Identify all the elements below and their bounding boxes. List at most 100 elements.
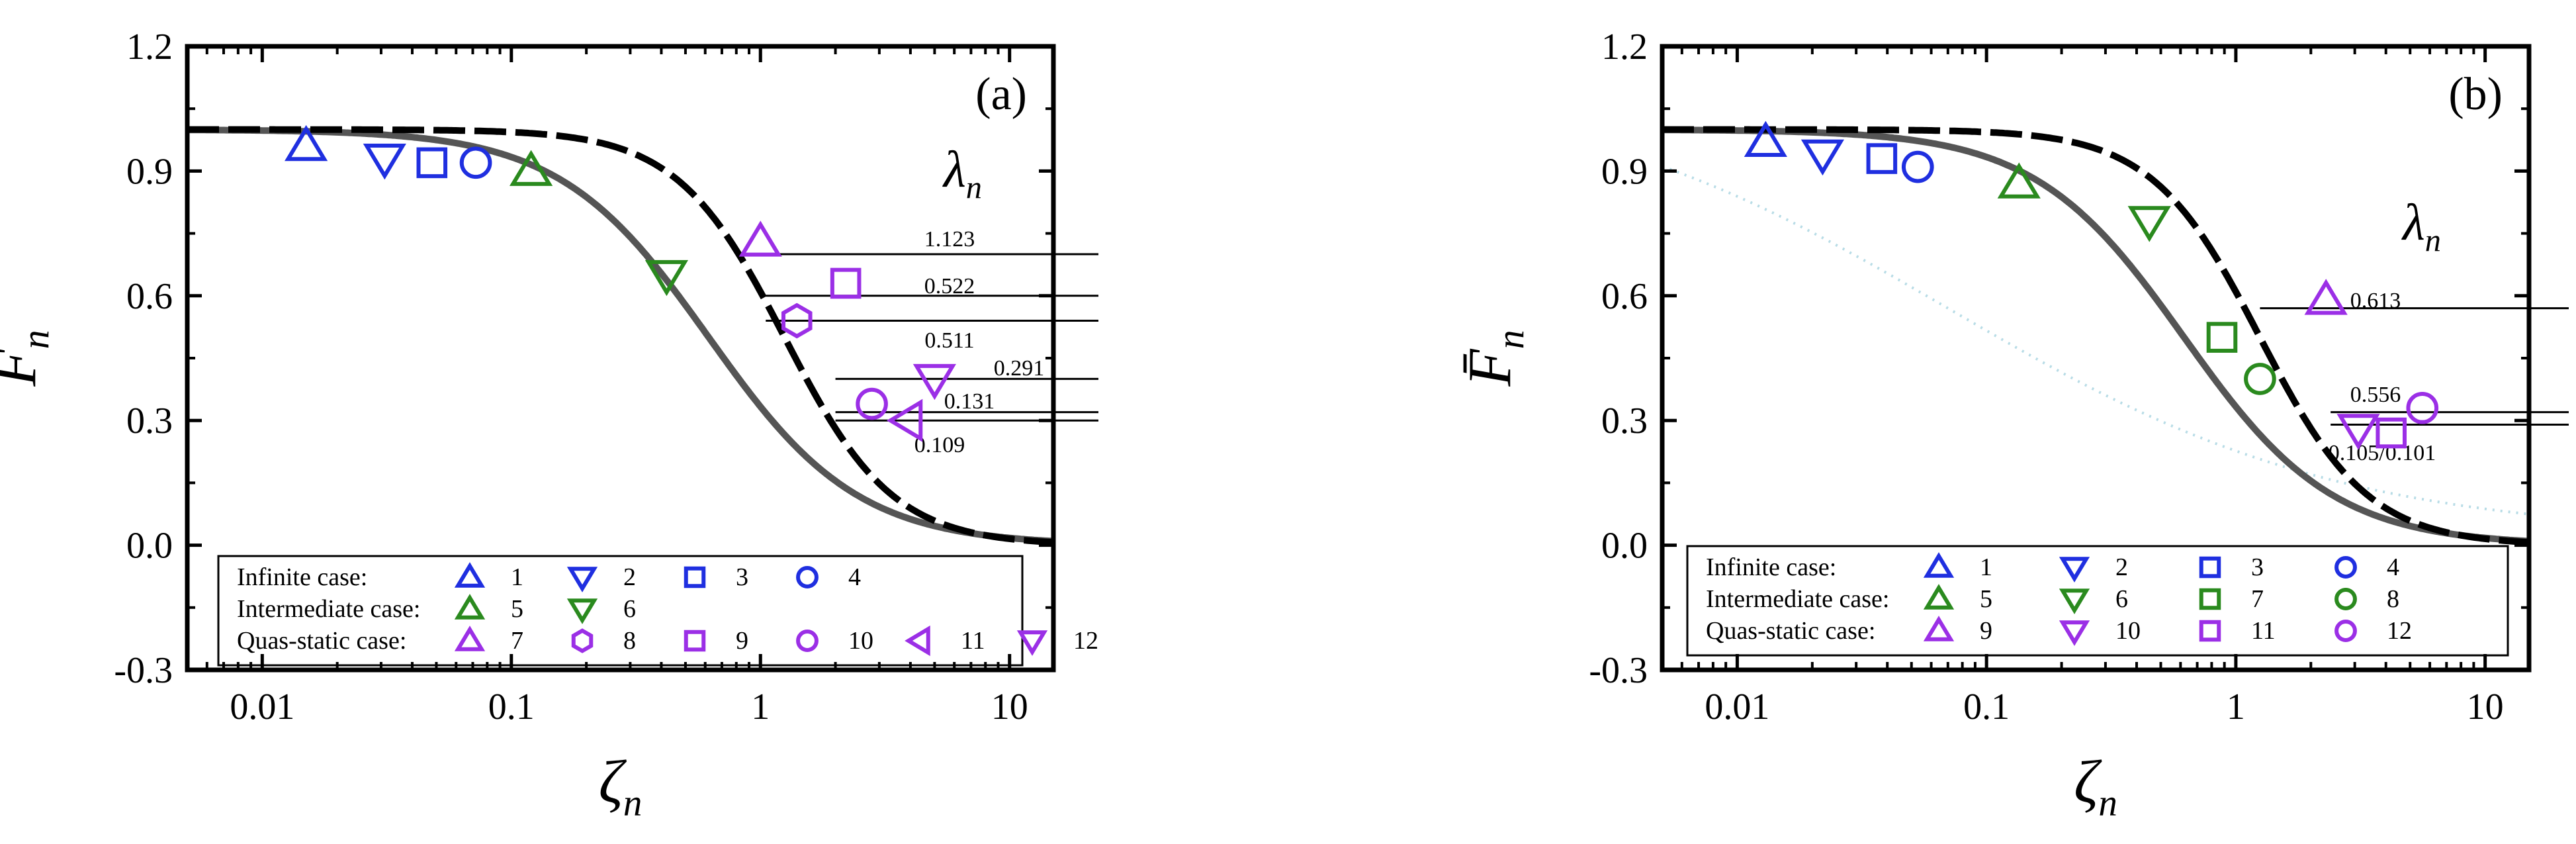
x-axis-label: ζn (2074, 748, 2117, 824)
data-point-8 (781, 303, 813, 339)
legend-marker-2 (2059, 557, 2090, 583)
legend-item-label: 6 (623, 595, 636, 623)
lambda-value-label: 0.291 (994, 356, 1045, 381)
legend-marker-11 (905, 625, 930, 657)
legend-box (1686, 545, 2509, 657)
legend-marker-1 (1923, 552, 1955, 578)
data-point-2 (363, 144, 406, 180)
legend-item-label: 3 (2251, 553, 2264, 581)
legend-item-label: 1 (1980, 553, 1992, 581)
legend-item-label: 8 (623, 627, 636, 655)
y-tick-label: 0.0 (126, 526, 173, 567)
legend-item-label: 2 (2115, 553, 2128, 581)
legend-item-label: 6 (2115, 585, 2128, 613)
data-point-3 (416, 147, 448, 179)
lambda-value-label: 0.556 (2350, 383, 2401, 407)
data-point-4 (459, 146, 492, 179)
legend-marker-1 (454, 562, 486, 588)
legend-marker-12 (2334, 620, 2357, 642)
legend-marker-8 (2334, 588, 2357, 610)
data-point-11 (2376, 417, 2407, 449)
data-point-10 (856, 387, 888, 420)
lambda-symbol: λn (942, 140, 982, 205)
data-point-1 (1744, 120, 1787, 157)
lambda-value-label: 0.131 (944, 389, 995, 414)
data-point-6 (644, 259, 689, 297)
legend-item-label: 8 (2387, 585, 2399, 613)
lambda-symbol: λn (2401, 193, 2441, 258)
data-point-10 (2336, 414, 2380, 450)
curves (187, 126, 1053, 546)
legend-marker-4 (2334, 556, 2357, 579)
y-tick-label: 0.9 (126, 151, 173, 192)
legend-item-label: 7 (511, 627, 523, 655)
legend-group-label: Quas-static case: (1706, 617, 1875, 645)
y-axis-label: F̄n (0, 330, 57, 387)
x-tick-label: 10 (2467, 686, 2504, 727)
data-point-9 (830, 267, 862, 299)
legend-marker-9 (1923, 616, 1955, 641)
legend-marker-5 (1923, 584, 1955, 610)
lambda-value-label: 0.522 (924, 274, 975, 299)
data-point-5 (509, 150, 553, 186)
panel-label: (a) (975, 69, 1027, 120)
legend-item-label: 4 (2387, 553, 2399, 581)
legend-item-label: 3 (736, 563, 748, 591)
legend-item-label: 5 (1980, 585, 1992, 613)
lambda-value-label: 0.109 (914, 433, 965, 457)
legend-item-label: 2 (623, 563, 636, 591)
x-tick-label: 0.01 (1705, 686, 1769, 727)
legend-marker-2 (566, 567, 598, 592)
legend-marker-10 (2059, 620, 2090, 646)
legend-group-label: Quas-static case: (237, 627, 406, 655)
x-axis-label: ζn (599, 748, 643, 824)
legend-marker-5 (454, 594, 486, 620)
x-tick-label: 0.1 (488, 686, 535, 727)
data-point-2 (1800, 139, 1845, 176)
lambda-value-label: 0.511 (924, 328, 974, 353)
legend-group-label: Intermediate case: (237, 595, 420, 623)
legend-marker-4 (796, 566, 819, 588)
legend-group-label: Infinite case: (1706, 553, 1836, 581)
legend-marker-7 (454, 626, 486, 651)
y-tick-label: 1.2 (1601, 26, 1648, 68)
y-tick-label: 0.9 (1601, 151, 1648, 192)
legend-marker-9 (684, 630, 706, 652)
legend-group-label: Intermediate case: (1706, 585, 1889, 613)
data-point-1 (285, 124, 328, 162)
panel-label: (b) (2448, 69, 2503, 120)
legend-item-label: 1 (511, 563, 523, 591)
legend-item-label: 5 (511, 595, 523, 623)
y-tick-label: 0.0 (1601, 526, 1648, 567)
data-point-7 (738, 220, 782, 257)
data-point-9 (2304, 279, 2348, 315)
svg-text:F̄n: F̄n (0, 330, 57, 387)
legend-marker-3 (2199, 556, 2221, 579)
lambda-value-label: 1.123 (924, 227, 975, 252)
legend-marker-3 (684, 566, 706, 588)
legend-marker-6 (2059, 588, 2090, 614)
legend-item-label: 10 (848, 627, 873, 655)
legend-item-label: 9 (1980, 617, 1992, 645)
legend-box (217, 555, 1024, 667)
legend-item-label: 7 (2251, 585, 2264, 613)
x-tick-label: 1 (751, 686, 770, 727)
dashed-curve (1662, 126, 2529, 546)
y-tick-label: -0.3 (1589, 650, 1648, 691)
curves (1662, 126, 2529, 546)
panel-a: 1.1230.5220.5110.2910.1310.109λnInfinite… (0, 26, 1098, 824)
y-tick-label: 0.6 (1601, 276, 1648, 317)
svg-text:F̄n: F̄n (1456, 330, 1532, 387)
legend-item-label: 12 (2387, 617, 2412, 645)
y-axis-label: F̄n (1456, 330, 1532, 387)
legend-marker-7 (2199, 588, 2221, 610)
legend-group-label: Infinite case: (237, 563, 367, 591)
legend-marker-6 (566, 598, 598, 624)
legend-marker-11 (2199, 620, 2221, 642)
legend-item-label: 11 (961, 627, 985, 655)
x-tick-label: 10 (991, 686, 1028, 727)
